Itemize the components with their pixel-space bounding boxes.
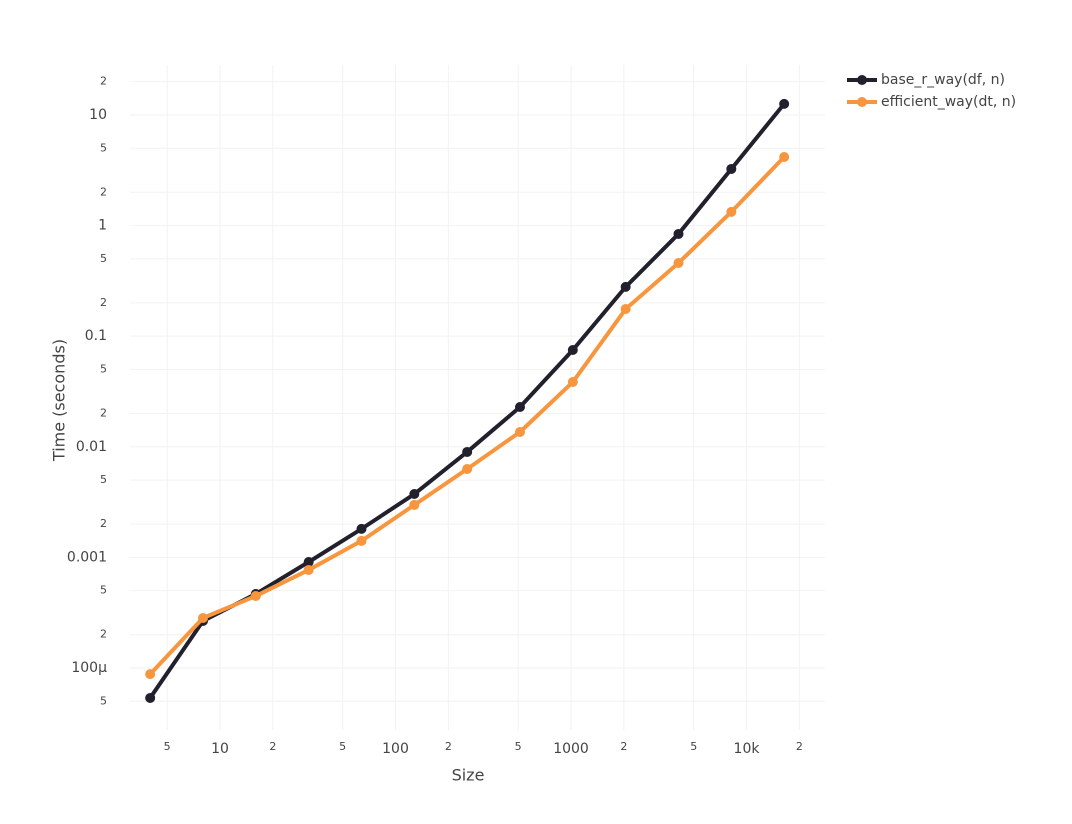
x-tick-label: 2: [620, 740, 627, 753]
x-tick-label: 5: [164, 740, 171, 753]
y-tick-label: 5: [100, 473, 107, 486]
data-point: [673, 228, 684, 239]
data-point: [779, 98, 790, 109]
y-tick-label: 5: [100, 694, 107, 707]
data-point: [779, 151, 790, 162]
data-point: [409, 489, 420, 500]
y-tick-label: 0.001: [67, 549, 107, 565]
y-tick-label: 2: [100, 75, 107, 88]
legend-marker: [857, 97, 867, 107]
data-point: [356, 535, 367, 546]
x-tick-label: 2: [269, 740, 276, 753]
data-point: [514, 427, 525, 438]
y-tick-label: 5: [100, 362, 107, 375]
x-axis-title: Size: [452, 766, 485, 785]
y-tick-label: 2: [100, 296, 107, 309]
data-point: [620, 281, 631, 292]
data-point: [567, 377, 578, 388]
series-line: [148, 155, 786, 676]
data-point: [409, 499, 420, 510]
legend-label: efficient_way(dt, n): [881, 94, 1016, 110]
y-tick-label: 2: [100, 628, 107, 641]
y-tick-label: 5: [100, 252, 107, 265]
x-tick-label: 5: [515, 740, 522, 753]
x-tick-label: 1000: [553, 741, 589, 757]
x-tick-label: 10k: [734, 741, 761, 757]
data-point: [462, 463, 473, 474]
y-tick-label: 2: [100, 406, 107, 419]
x-tick-label: 2: [796, 740, 803, 753]
data-point: [726, 163, 737, 174]
data-point: [250, 590, 261, 601]
y-tick-label: 5: [100, 141, 107, 154]
grid: [130, 65, 825, 730]
data-point: [145, 669, 156, 680]
y-tick-label: 10: [89, 107, 107, 123]
legend-label: base_r_way(df, n): [881, 72, 1005, 88]
data-point: [198, 613, 209, 624]
data-point: [356, 523, 367, 534]
x-tick-label: 2: [445, 740, 452, 753]
y-tick-label: 100μ: [71, 660, 107, 676]
x-tick-label: 10: [211, 741, 229, 757]
y-tick-label: 2: [100, 185, 107, 198]
data-point: [462, 446, 473, 457]
series-line: [148, 102, 786, 700]
data-point: [514, 401, 525, 412]
x-tick-label: 5: [339, 740, 346, 753]
x-tick-label: 100: [382, 741, 409, 757]
legend-marker: [857, 75, 867, 85]
y-tick-label: 0.01: [76, 439, 107, 455]
data-point: [145, 692, 156, 703]
y-tick-label: 0.1: [85, 328, 107, 344]
data-point: [726, 206, 737, 217]
y-tick-label: 2: [100, 517, 107, 530]
data-point: [303, 564, 314, 575]
data-point: [620, 304, 631, 315]
y-tick-label: 1: [98, 218, 107, 234]
x-tick-label: 5: [690, 740, 697, 753]
y-axis-title: Time (seconds): [50, 339, 69, 462]
y-tick-label: 5: [100, 584, 107, 597]
data-point: [673, 257, 684, 268]
data-point: [303, 557, 314, 568]
data-point: [567, 344, 578, 355]
